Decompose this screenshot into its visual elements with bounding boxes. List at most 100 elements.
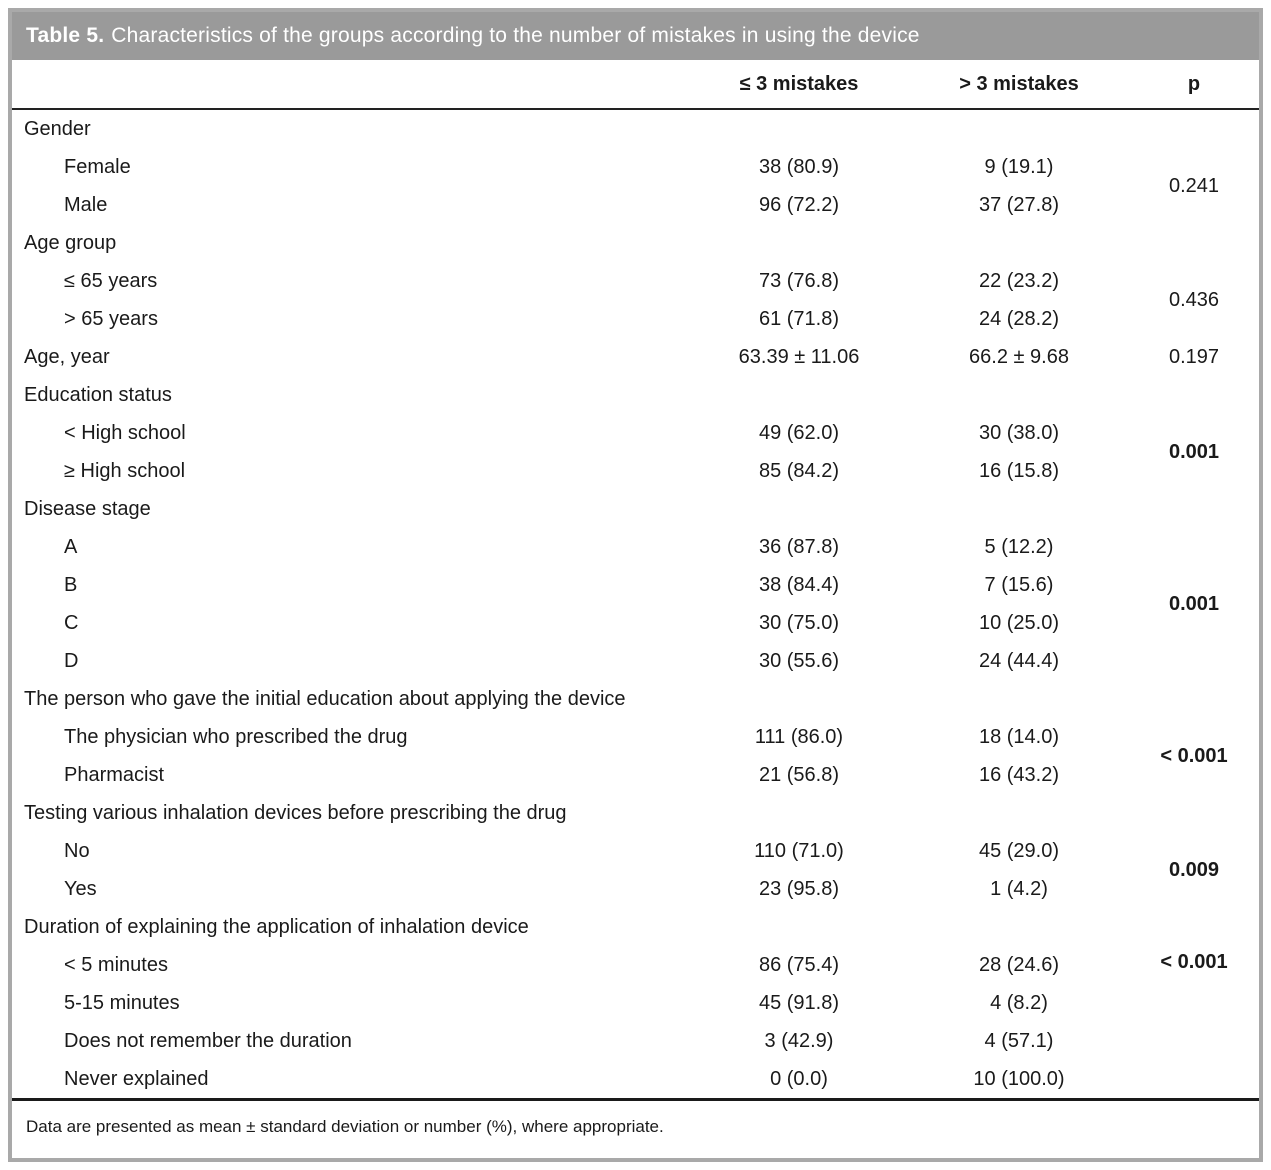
row-label: 5-15 minutes bbox=[64, 991, 180, 1014]
table-row-item: Does not remember the duration 3 (42.9) 4 … bbox=[12, 1022, 1259, 1060]
value-gt3-mistakes bbox=[909, 224, 1129, 262]
table-row-section: Age group bbox=[12, 224, 1259, 262]
table-title-bar: Table 5. Characteristics of the groups a… bbox=[12, 12, 1259, 60]
value-p: 0.001 bbox=[1168, 440, 1220, 463]
row-label: Age, year bbox=[24, 345, 110, 368]
value-gt3-mistakes: 10 (25.0) bbox=[978, 611, 1060, 634]
value-gt3-mistakes bbox=[909, 908, 1129, 946]
value-le3-mistakes: 85 (84.2) bbox=[758, 459, 840, 482]
row-label: ≥ High school bbox=[64, 459, 186, 482]
value-gt3-mistakes: 66.2 ± 9.68 bbox=[969, 345, 1069, 368]
value-gt3-mistakes bbox=[909, 680, 1129, 718]
value-p-empty bbox=[1129, 224, 1259, 262]
value-gt3-mistakes bbox=[909, 794, 1129, 832]
value-le3-mistakes: 0 (0.0) bbox=[770, 1067, 828, 1090]
value-gt3-mistakes: 10 (100.0) bbox=[973, 1067, 1065, 1090]
row-label: The person who gave the initial educatio… bbox=[24, 687, 626, 710]
row-label: Disease stage bbox=[24, 497, 151, 520]
value-p: 0.241 bbox=[1168, 174, 1220, 197]
value-gt3-mistakes: 4 (8.2) bbox=[990, 991, 1048, 1014]
value-le3-mistakes bbox=[689, 490, 909, 528]
table-row-section: The person who gave the initial educatio… bbox=[12, 680, 1259, 718]
table-number: Table 5. bbox=[26, 24, 105, 47]
table-row-section: Education status bbox=[12, 376, 1259, 414]
value-le3-mistakes: 45 (91.8) bbox=[758, 991, 840, 1014]
table-row-item: Pharmacist 21 (56.8) 16 (43.2) bbox=[12, 756, 1259, 794]
row-label: C bbox=[64, 611, 79, 634]
value-le3-mistakes bbox=[689, 109, 909, 148]
column-header-empty bbox=[12, 60, 689, 110]
row-label: < High school bbox=[64, 421, 186, 444]
row-label: ≤ 65 years bbox=[64, 269, 158, 292]
table-row-item: D 30 (55.6) 24 (44.4) bbox=[12, 642, 1259, 680]
value-p-empty bbox=[1129, 376, 1259, 414]
value-le3-mistakes: 38 (80.9) bbox=[758, 155, 840, 178]
value-p-empty bbox=[1129, 908, 1259, 946]
value-le3-mistakes: 38 (84.4) bbox=[758, 573, 840, 596]
value-le3-mistakes bbox=[689, 908, 909, 946]
row-label: B bbox=[64, 573, 78, 596]
table-figure: Table 5. Characteristics of the groups a… bbox=[8, 8, 1263, 1162]
column-header-gt3-mistakes: > 3 mistakes bbox=[909, 60, 1129, 110]
value-p: < 0.001 bbox=[1160, 951, 1228, 973]
table-row-item: C 30 (75.0) 10 (25.0) bbox=[12, 604, 1259, 642]
value-p: < 0.001 bbox=[1160, 744, 1228, 767]
row-label: Pharmacist bbox=[64, 763, 165, 786]
value-gt3-mistakes: 16 (43.2) bbox=[978, 763, 1060, 786]
table-row-item: > 65 years 61 (71.8) 24 (28.2) bbox=[12, 300, 1259, 338]
row-label: Does not remember the duration bbox=[64, 1029, 352, 1052]
value-le3-mistakes: 61 (71.8) bbox=[758, 307, 840, 330]
row-label: Never explained bbox=[64, 1067, 209, 1090]
row-label: Duration of explaining the application o… bbox=[24, 915, 529, 938]
table-row-item: A 36 (87.8) 5 (12.2) 0.001 bbox=[12, 528, 1259, 615]
row-label: Testing various inhalation devices befor… bbox=[24, 801, 567, 824]
row-label: > 65 years bbox=[64, 307, 158, 330]
row-label: Education status bbox=[24, 383, 172, 406]
value-gt3-mistakes bbox=[909, 490, 1129, 528]
value-le3-mistakes: 49 (62.0) bbox=[758, 421, 840, 444]
value-le3-mistakes: 36 (87.8) bbox=[758, 535, 840, 558]
value-le3-mistakes: 96 (72.2) bbox=[758, 193, 840, 216]
value-le3-mistakes: 23 (95.8) bbox=[758, 877, 840, 900]
value-gt3-mistakes: 30 (38.0) bbox=[978, 421, 1060, 444]
table-title: Characteristics of the groups according … bbox=[111, 24, 920, 47]
table-footnote: Data are presented as mean ± standard de… bbox=[12, 1098, 1259, 1153]
table-row-item: ≤ 65 years 73 (76.8) 22 (23.2) 0.436 bbox=[12, 262, 1259, 311]
value-gt3-mistakes: 22 (23.2) bbox=[978, 269, 1060, 292]
value-p: 0.197 bbox=[1168, 345, 1220, 368]
value-p-empty bbox=[1129, 490, 1259, 528]
table-row-item: ≥ High school 85 (84.2) 16 (15.8) bbox=[12, 452, 1259, 490]
value-gt3-mistakes: 9 (19.1) bbox=[984, 155, 1054, 178]
row-label: The physician who prescribed the drug bbox=[64, 725, 408, 748]
value-p: 0.436 bbox=[1168, 288, 1220, 311]
column-header-p: p bbox=[1129, 60, 1259, 110]
row-label: No bbox=[64, 839, 90, 862]
row-label: D bbox=[64, 649, 79, 672]
table-row-section: Gender bbox=[12, 109, 1259, 148]
table-row-section: Disease stage bbox=[12, 490, 1259, 528]
value-gt3-mistakes: 28 (24.6) bbox=[978, 953, 1060, 976]
row-label: Gender bbox=[24, 117, 91, 140]
table-body: Gender Female 38 (80.9) 9 (19.1) 0.241 Male 96… bbox=[12, 109, 1259, 1098]
value-le3-mistakes: 111 (86.0) bbox=[754, 725, 844, 748]
value-le3-mistakes bbox=[689, 224, 909, 262]
value-gt3-mistakes: 1 (4.2) bbox=[990, 877, 1048, 900]
value-p-empty bbox=[1129, 794, 1259, 832]
value-le3-mistakes: 73 (76.8) bbox=[758, 269, 840, 292]
value-gt3-mistakes bbox=[909, 376, 1129, 414]
value-gt3-mistakes: 5 (12.2) bbox=[984, 535, 1054, 558]
row-label: A bbox=[64, 535, 78, 558]
value-p: 0.009 bbox=[1168, 858, 1220, 881]
value-le3-mistakes: 3 (42.9) bbox=[764, 1029, 834, 1052]
table-row-item: Yes 23 (95.8) 1 (4.2) bbox=[12, 870, 1259, 908]
value-p-empty bbox=[1129, 109, 1259, 148]
table-row-item: The physician who prescribed the drug 111… bbox=[12, 718, 1259, 767]
table-row-section: Age, year 63.39 ± 11.06 66.2 ± 9.68 0.197 bbox=[12, 338, 1259, 376]
table-row-item: Male 96 (72.2) 37 (27.8) bbox=[12, 186, 1259, 224]
table-row-item: Female 38 (80.9) 9 (19.1) 0.241 bbox=[12, 148, 1259, 197]
value-gt3-mistakes: 4 (57.1) bbox=[984, 1029, 1054, 1052]
table-row-section: Duration of explaining the application o… bbox=[12, 908, 1259, 946]
value-gt3-mistakes: 16 (15.8) bbox=[978, 459, 1060, 482]
value-le3-mistakes bbox=[689, 680, 909, 718]
value-le3-mistakes: 86 (75.4) bbox=[758, 953, 840, 976]
